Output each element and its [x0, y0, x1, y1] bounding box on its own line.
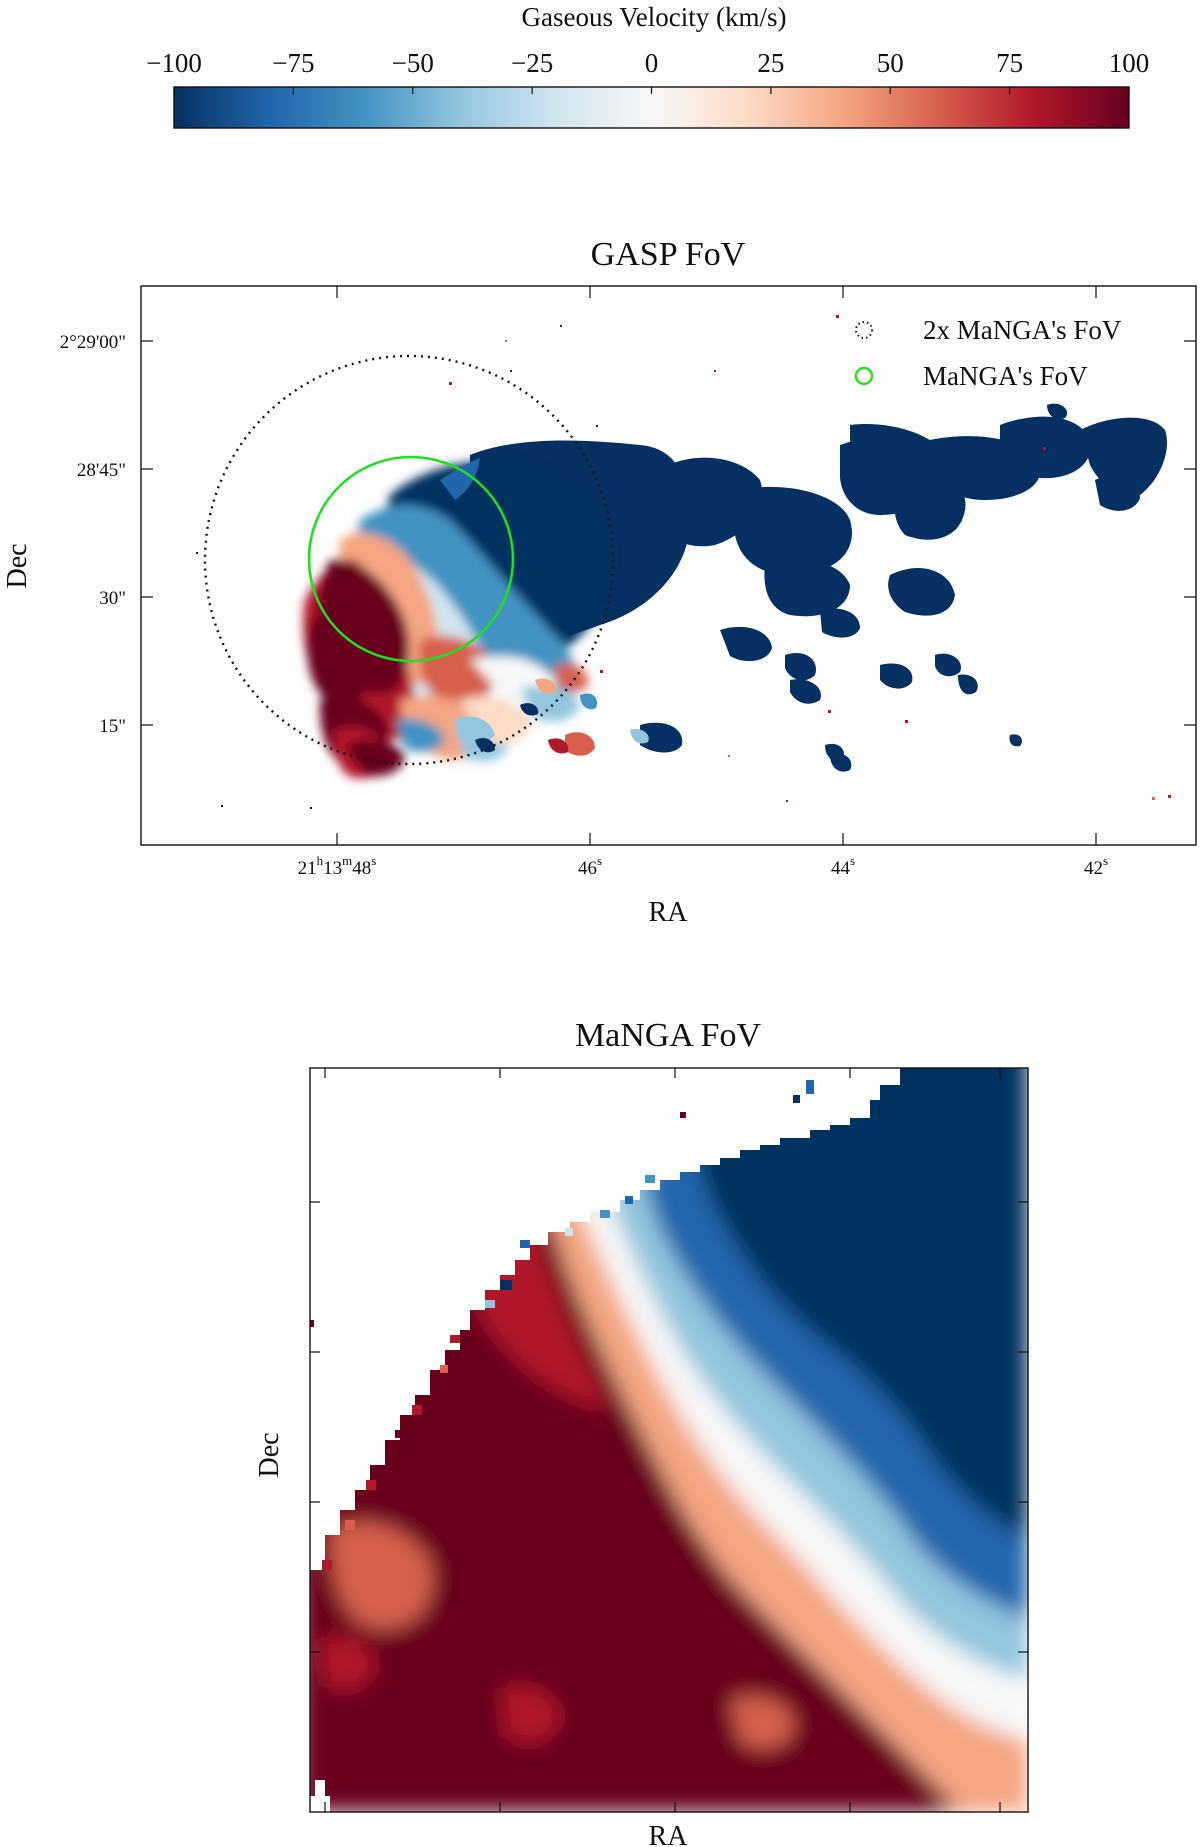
x-tick-label-42s: 42s	[1084, 853, 1108, 879]
bottom-panel-y-ticks	[310, 1201, 1028, 1653]
top-panel-y-tick-labels: 2°29'00" 28'45" 30" 15"	[60, 332, 126, 737]
colorbar-tick-label: 100	[1109, 48, 1150, 78]
bottom-panel-x-ticks	[324, 1068, 1001, 1812]
colorbar-tick-label: −25	[511, 48, 553, 78]
top-panel-x-ticks	[336, 286, 1097, 845]
y-tick-label-29m00s: 2°29'00"	[60, 332, 126, 353]
x-tick-label-46s: 46s	[578, 853, 602, 879]
galaxy-body-field	[303, 460, 611, 779]
y-tick-label-15s: 15"	[99, 716, 126, 737]
colorbar-title: Gaseous Velocity (km/s)	[522, 2, 787, 32]
bottom-panel-frame	[309, 1067, 1029, 1813]
top-panel-xlabel: RA	[649, 897, 689, 928]
top-panel-y-ticks	[141, 340, 1196, 726]
colorbar-tick-label: −50	[392, 48, 434, 78]
colorbar-tick-labels: −100 −75 −50 −25 0 25 50 75 100	[146, 48, 1149, 78]
top-panel-ylabel: Dec	[2, 543, 33, 588]
top-panel-frame	[140, 285, 1197, 846]
bottom-panel-xlabel: RA	[649, 1821, 689, 1847]
colorbar-tick-label: −100	[146, 48, 202, 78]
legend: 2x MaNGA's FoV MaNGA's FoV	[854, 315, 1122, 391]
colorbar-tick-label: 50	[877, 48, 904, 78]
colorbar-tick-label: 75	[996, 48, 1023, 78]
bottom-panel-title: MaNGA FoV	[575, 1017, 762, 1054]
colorbar-ticks	[173, 87, 1130, 94]
y-tick-label-30s: 30"	[99, 588, 126, 609]
x-tick-label-44s: 44s	[831, 853, 855, 879]
manga-fov-2x-circle	[203, 354, 615, 766]
top-panel-title: GASP FoV	[591, 236, 746, 273]
top-panel-map	[196, 315, 1171, 809]
top-panel-x-tick-labels: 21h13m48s 46s 44s 42s	[298, 853, 1108, 879]
colorbar: Gaseous Velocity (km/s) −100 −75 −50 −25 0 25…	[146, 2, 1149, 129]
bottom-mask	[310, 1068, 905, 1812]
galaxy-body-edges	[440, 458, 649, 756]
y-tick-label-28m45s: 28'45"	[77, 460, 126, 481]
legend-swatch-manga	[854, 366, 874, 386]
colorbar-tick-label: 0	[645, 48, 659, 78]
bottom-panel-ylabel: Dec	[254, 1432, 285, 1477]
colorbar-tick-label: −75	[272, 48, 314, 78]
manga-fov-circle	[307, 455, 515, 663]
legend-label-2x-manga: 2x MaNGA's FoV	[923, 315, 1122, 345]
legend-swatch-2x-manga	[855, 321, 873, 339]
legend-label-manga: MaNGA's FoV	[923, 361, 1088, 391]
x-tick-label-48s: 21h13m48s	[298, 853, 377, 879]
bottom-panel-map	[310, 1068, 1028, 1812]
bottom-edge-pixels	[310, 1080, 814, 1812]
noise-pixels	[196, 315, 1171, 809]
colorbar-tick-label: 25	[757, 48, 784, 78]
